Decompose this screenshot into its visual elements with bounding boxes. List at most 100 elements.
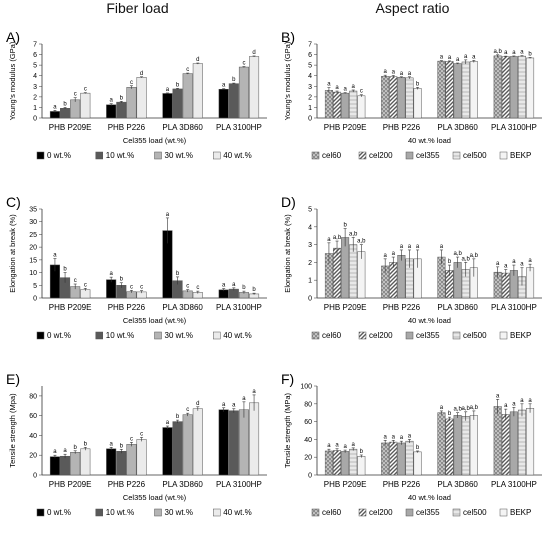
bar-bekp-pla-3d860: [469, 61, 478, 119]
x-category-label: PLA 3100HP: [491, 480, 537, 489]
significance-letter: a: [416, 244, 420, 250]
significance-letter: d: [140, 71, 143, 77]
y-tick-label: 60: [304, 419, 312, 426]
bar-0-wt-phb-p209e: [49, 456, 60, 476]
bar-30-wt-pla-3d860: [182, 414, 193, 476]
significance-letter: b: [252, 287, 256, 293]
significance-letter: d: [196, 401, 199, 407]
bar-0-wt-pla-3d860: [162, 93, 173, 119]
y-tick-label: 4: [33, 73, 37, 80]
legend-label-40-wt: 40 wt.%: [223, 151, 251, 160]
significance-letter: a: [496, 393, 500, 399]
x-category-label: PHB P226: [108, 123, 146, 132]
significance-letter: a: [440, 55, 444, 61]
bar-cel200-pla-3d860: [445, 418, 454, 476]
legend-swatch-bekp: [499, 151, 508, 160]
significance-letter: a: [504, 50, 508, 56]
significance-letter: b: [84, 441, 88, 447]
significance-letter: c: [140, 285, 143, 291]
significance-letter: a,b: [470, 405, 479, 411]
bar-bekp-pla-3100hp: [526, 57, 535, 119]
y-tick-label: 3: [308, 84, 312, 91]
significance-letter: a: [520, 398, 524, 404]
bar-bekp-phb-p226: [413, 451, 422, 476]
bar-cel500-phb-p226: [405, 440, 414, 476]
significance-letter: c: [242, 61, 245, 67]
significance-letter: a: [512, 50, 516, 56]
significance-letter: a,b: [357, 239, 366, 245]
bar-cel60-pla-3100hp: [493, 55, 502, 119]
x-category-label: PLA 3D860: [437, 480, 478, 489]
bar-bekp-phb-p209e: [357, 95, 366, 119]
legend-swatch-40-wt: [213, 151, 221, 160]
legend-label-cel355: cel355: [416, 151, 440, 160]
bar-bekp-pla-3100hp: [526, 267, 535, 299]
y-tick-label: 100: [300, 384, 312, 391]
x-category-label: PHB P209E: [324, 303, 367, 312]
significance-letter: b: [176, 82, 180, 88]
panel-label: A): [6, 29, 20, 45]
legend-swatch-cel355: [405, 151, 414, 160]
y-axis-label: Elongation at break (%): [283, 214, 292, 293]
y-axis-label: Young's modulus (GPa): [283, 41, 292, 120]
significance-letter: a,b: [470, 253, 479, 259]
significance-letter: a,b: [453, 407, 462, 413]
bar-10-wt-pla-3100hp: [228, 288, 239, 299]
legend-label-30-wt: 30 wt.%: [165, 331, 193, 340]
bar-40-wt-phb-p226: [136, 77, 147, 119]
significance-letter: c: [130, 436, 133, 442]
bar-bekp-phb-p209e: [357, 456, 366, 476]
legend-swatch-cel60: [311, 331, 320, 340]
y-tick-label: 7: [33, 42, 37, 49]
significance-letter: a: [335, 443, 339, 449]
bar-10-wt-phb-p226: [116, 451, 127, 476]
significance-letter: a: [520, 50, 524, 56]
significance-letter: b: [120, 443, 124, 449]
significance-letter: a: [384, 253, 388, 259]
legend-label-cel355: cel355: [416, 508, 440, 517]
significance-letter: a: [512, 401, 516, 407]
bar-cel200-pla-3100hp: [501, 272, 510, 299]
y-tick-label: 80: [304, 401, 312, 408]
significance-letter: a: [384, 434, 388, 440]
bar-30-wt-phb-p226: [126, 87, 137, 119]
significance-letter: c: [84, 282, 87, 288]
significance-letter: b: [528, 51, 532, 57]
bar-cel200-phb-p209e: [333, 450, 342, 476]
legend-label-10-wt: 10 wt.%: [106, 151, 134, 160]
significance-letter: a: [504, 264, 508, 270]
x-axis-label: Cel355 load (wt.%): [123, 316, 187, 325]
significance-letter: a: [408, 433, 412, 439]
bar-cel60-pla-3d860: [437, 60, 446, 119]
legend-swatch-10-wt: [95, 151, 103, 160]
significance-letter: b: [176, 414, 180, 420]
legend-label-30-wt: 30 wt.%: [165, 151, 193, 160]
bar-30-wt-pla-3100hp: [238, 409, 249, 476]
bar-40-wt-pla-3d860: [192, 63, 203, 119]
significance-letter: a: [392, 251, 396, 257]
x-category-label: PLA 3D860: [437, 303, 478, 312]
panel-label: E): [6, 371, 20, 387]
legend-swatch-0-wt: [36, 151, 45, 160]
significance-letter: a: [504, 403, 508, 409]
significance-letter: c: [74, 278, 77, 284]
bar-40-wt-phb-p226: [136, 439, 147, 476]
legend-label-0-wt: 0 wt.%: [47, 508, 71, 517]
x-category-label: PHB P226: [383, 480, 421, 489]
significance-letter: a: [222, 83, 226, 89]
legend-label-cel500: cel500: [463, 151, 487, 160]
legend-swatch-cel355: [405, 331, 414, 340]
significance-letter: a: [464, 54, 468, 60]
y-tick-label: 3: [33, 84, 37, 91]
legend-label-10-wt: 10 wt.%: [106, 331, 134, 340]
legend-label-cel500: cel500: [463, 508, 487, 517]
x-category-label: PLA 3100HP: [216, 480, 262, 489]
legend-swatch-30-wt: [154, 151, 162, 160]
significance-letter: b: [448, 259, 452, 265]
significance-letter: a: [400, 244, 404, 250]
significance-letter: a: [222, 402, 226, 408]
significance-letter: a: [110, 271, 114, 277]
x-category-label: PLA 3100HP: [216, 123, 262, 132]
significance-letter: a: [110, 441, 114, 447]
